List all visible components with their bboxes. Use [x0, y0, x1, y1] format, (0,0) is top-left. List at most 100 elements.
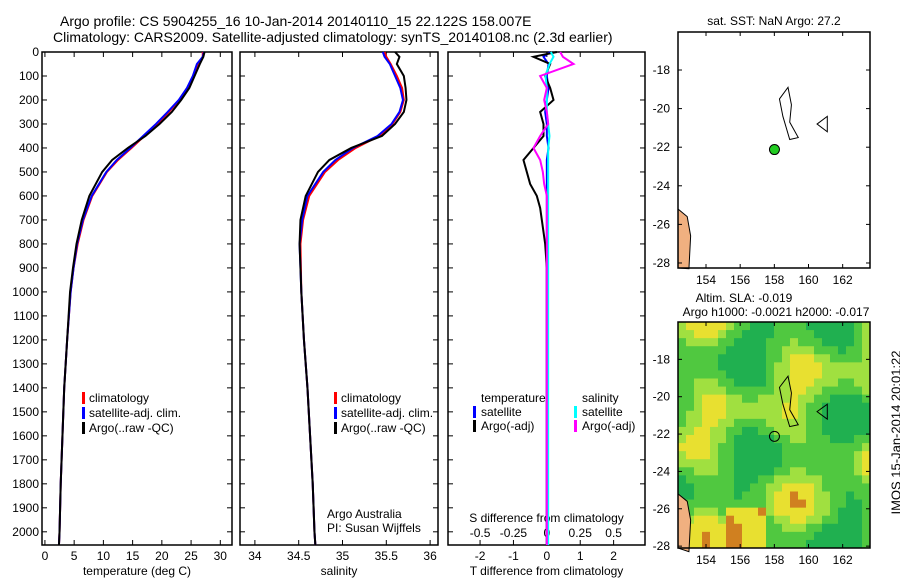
legend-label: Argo(-adj)	[582, 419, 635, 433]
sla-cell	[686, 378, 695, 388]
sla-cell	[734, 451, 743, 460]
sla-cell	[726, 322, 735, 331]
sla-cell	[782, 386, 791, 396]
sla-cell	[774, 330, 783, 339]
sla-cell	[862, 515, 871, 525]
sla-cell	[846, 322, 855, 331]
sla-cell	[838, 531, 847, 541]
sla-cell	[750, 386, 759, 396]
sla-cell	[806, 435, 815, 444]
sla-cell	[774, 467, 783, 476]
sla-cell	[854, 475, 863, 484]
sla-cell	[854, 322, 863, 331]
sla-cell	[750, 370, 759, 379]
sla-cell	[694, 459, 703, 468]
sla-cell	[694, 499, 703, 509]
sla-cell	[830, 410, 839, 420]
sla-cell	[702, 435, 711, 444]
sla-cell	[678, 491, 687, 501]
sla-cell	[846, 443, 855, 452]
sla-cell	[734, 386, 743, 396]
sla-cell	[694, 338, 703, 347]
sla-cell	[710, 418, 719, 428]
sla-cell	[702, 346, 711, 355]
sla-cell	[790, 354, 799, 363]
legend-swatch	[82, 407, 85, 419]
sla-cell	[774, 443, 783, 452]
sla-cell	[718, 459, 727, 468]
sla-cell	[742, 338, 751, 347]
sla-cell	[798, 370, 807, 379]
sla-cell	[774, 386, 783, 396]
lat-tick-label: -22	[653, 140, 671, 154]
sla-cell	[766, 451, 775, 460]
sla-cell	[766, 443, 775, 452]
sla-cell	[742, 386, 751, 396]
sla-cell	[814, 370, 823, 379]
note-pi: PI: Susan Wijffels	[327, 521, 421, 535]
sla-cell	[686, 539, 695, 549]
sla-cell	[846, 451, 855, 460]
sla-cell	[750, 459, 759, 468]
sla-cell	[806, 426, 815, 436]
sla-cell	[710, 483, 719, 492]
depth-tick-label: 300	[19, 117, 39, 131]
sla-cell	[758, 531, 767, 541]
sla-cell	[814, 499, 823, 509]
sst-map-title: sat. SST: NaN Argo: 27.2	[707, 14, 841, 28]
sla-cell	[686, 435, 695, 444]
sla-cell	[862, 451, 871, 460]
sla-cell	[854, 402, 863, 412]
sla-cell	[846, 378, 855, 388]
sla-cell	[814, 330, 823, 339]
sla-cell	[798, 515, 807, 525]
sla-cell	[758, 354, 767, 363]
sla-cell	[846, 467, 855, 476]
sla-cell	[686, 451, 695, 460]
sla-cell	[822, 346, 831, 355]
sla-cell	[798, 338, 807, 347]
x-tick-label: 36	[423, 549, 437, 563]
sla-cell	[862, 346, 871, 355]
sla-cell	[678, 435, 687, 444]
sla-cell	[710, 338, 719, 347]
sla-cell	[766, 394, 775, 404]
sla-cell	[750, 322, 759, 331]
sla-cell	[822, 467, 831, 476]
note-argo-australia: Argo Australia	[327, 507, 402, 521]
x-axis-label: salinity	[321, 564, 358, 578]
lat-tick-label: -26	[653, 217, 671, 231]
sla-cell	[718, 491, 727, 501]
sla-cell	[726, 378, 735, 388]
sla-cell	[702, 410, 711, 420]
x-tick-label: 0	[42, 549, 49, 563]
sla-cell	[686, 418, 695, 428]
sla-cell	[830, 491, 839, 501]
sla-cell	[774, 515, 783, 525]
sla-cell	[830, 426, 839, 436]
sla-cell	[854, 451, 863, 460]
sla-cell	[846, 539, 855, 549]
sla-cell	[806, 491, 815, 501]
sla-cell	[766, 507, 775, 517]
sla-cell	[734, 483, 743, 492]
sla-cell	[854, 539, 863, 549]
sla-cell	[702, 418, 711, 428]
sla-cell	[694, 418, 703, 428]
sla-cell	[734, 523, 743, 533]
sla-cell	[790, 443, 799, 452]
sla-cell	[742, 354, 751, 363]
sla-cell	[814, 523, 823, 533]
sla-cell	[742, 443, 751, 452]
sla-cell	[694, 330, 703, 339]
sla-cell	[742, 402, 751, 412]
sla-cell	[758, 435, 767, 444]
x-tick-label: 35.5	[375, 549, 399, 563]
depth-tick-label: 1100	[13, 309, 39, 323]
sla-cell	[758, 539, 767, 549]
sla-cell	[766, 330, 775, 339]
sla-cell	[758, 491, 767, 501]
sla-cell	[702, 515, 711, 525]
sla-cell	[702, 370, 711, 379]
sla-cell	[838, 378, 847, 388]
